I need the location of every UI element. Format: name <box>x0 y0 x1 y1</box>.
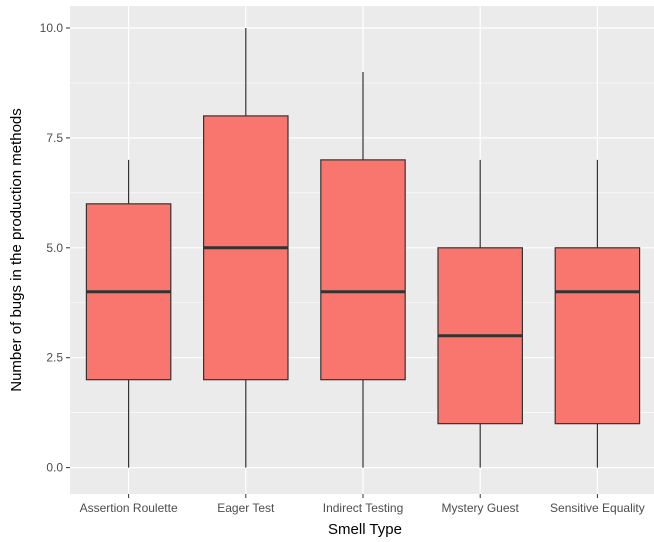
x-tick-label: Assertion Roulette <box>80 501 178 515</box>
box-group <box>320 71 406 468</box>
x-axis: Assertion Roulette Eager Test Indirect Tes… <box>80 494 645 515</box>
y-tick-label: 7.5 <box>46 131 63 145</box>
y-tick-label: 2.5 <box>46 351 63 365</box>
box-group <box>437 159 523 468</box>
x-axis-title: Smell Type <box>328 521 402 538</box>
box-group <box>85 159 172 468</box>
x-tick-label: Mystery Guest <box>442 501 520 515</box>
y-tick-label: 10.0 <box>40 21 64 35</box>
box-iqr <box>554 247 641 425</box>
y-axis-title: Number of bugs in the production methods <box>8 108 25 392</box>
y-tick-label: 0.0 <box>46 461 63 475</box>
box-group <box>554 159 641 468</box>
box-iqr <box>320 159 406 381</box>
y-tick-label: 5.0 <box>46 241 63 255</box>
x-tick-label: Indirect Testing <box>323 501 404 515</box>
box-series <box>85 27 641 468</box>
y-axis: 0.0 2.5 5.0 7.5 10.0 <box>40 21 70 475</box>
x-tick-label: Eager Test <box>217 501 275 515</box>
box-group <box>203 27 289 468</box>
x-tick-label: Sensitive Equality <box>550 501 645 515</box>
